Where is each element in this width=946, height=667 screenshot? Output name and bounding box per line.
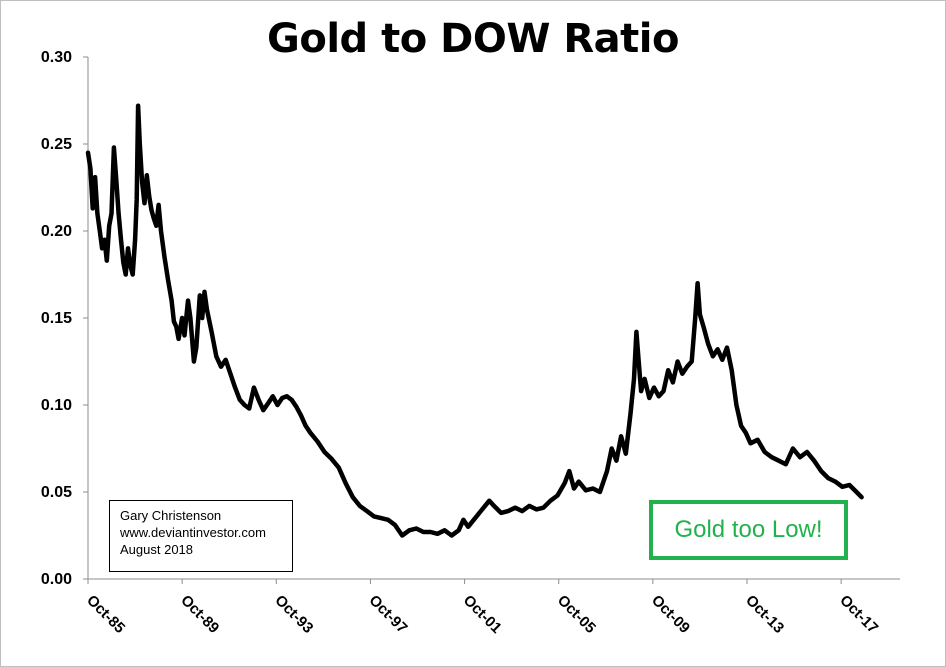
y-tick-label: 0.05	[41, 484, 72, 501]
series-line	[85, 103, 864, 538]
credit-box: Gary Christenson www.deviantinvestor.com…	[109, 500, 293, 572]
annotation-text: Gold too Low!	[674, 516, 823, 543]
y-tick-label: 0.25	[41, 136, 72, 153]
x-axis: Oct-85 Oct-89 Oct-93 Oct-97 Oct-01 Oct-05 Oct-…	[83, 579, 881, 637]
x-tick-label: Oct-13	[742, 592, 787, 637]
x-tick-label: Oct-93	[271, 592, 316, 637]
annotation-box: Gold too Low!	[649, 500, 848, 560]
y-tick-label: 0.30	[41, 49, 72, 66]
series-group	[85, 103, 864, 538]
x-tick-label: Oct-01	[460, 592, 505, 637]
x-tick-label: Oct-17	[836, 592, 881, 637]
x-tick-label: Oct-09	[648, 592, 693, 637]
credit-author: Gary Christenson	[120, 508, 222, 523]
x-tick-label: Oct-05	[554, 592, 599, 637]
chart-title: Gold to DOW Ratio	[267, 16, 679, 62]
credit-date: August 2018	[120, 542, 194, 557]
y-tick-label: 0.15	[41, 310, 72, 327]
x-tick-label: Oct-85	[83, 592, 128, 637]
x-tick-label: Oct-89	[177, 592, 222, 637]
x-tick-label: Oct-97	[366, 592, 411, 637]
y-tick-label: 0.20	[41, 223, 72, 240]
y-axis: 0.00 0.05 0.10 0.15 0.20 0.25 0.30	[41, 49, 88, 588]
y-tick-label: 0.00	[41, 571, 72, 588]
credit-website: www.deviantinvestor.com	[120, 525, 266, 540]
y-tick-label: 0.10	[41, 397, 72, 414]
